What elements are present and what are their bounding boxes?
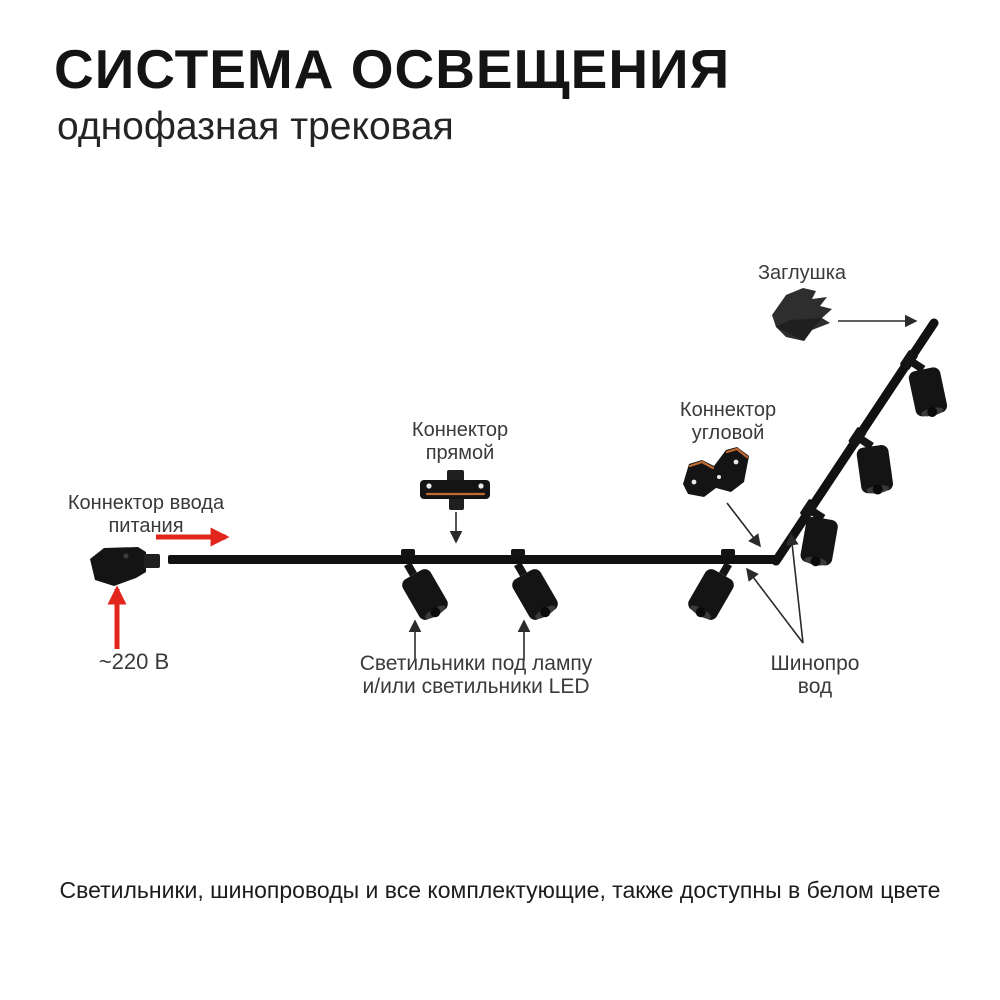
label-busbar: Шинопро вод — [770, 652, 860, 698]
page-title: СИСТЕМА ОСВЕЩЕНИЯ — [54, 38, 731, 100]
label-corner-connector: Коннектор угловой — [679, 399, 777, 444]
arrow-busbar-horizontal — [746, 567, 804, 644]
spotlight-5 — [848, 427, 894, 495]
spotlight-6 — [800, 499, 838, 567]
label-endcap-text: Заглушка — [757, 262, 847, 284]
page-subtitle: однофазная трековая — [57, 105, 454, 148]
corner-connector — [683, 447, 749, 497]
end-cap — [772, 288, 832, 341]
power-input-connector — [90, 547, 160, 586]
label-voltage: ~220 В — [98, 649, 170, 674]
label-straight-connector: Коннектор прямой — [411, 419, 509, 464]
spotlight-2 — [511, 549, 558, 620]
arrow-corner-connector — [726, 502, 761, 548]
track-horizontal — [168, 555, 778, 564]
label-power-connector: Коннектор ввода питания — [67, 492, 225, 537]
spotlight-3 — [688, 549, 735, 620]
label-lights: Светильники под лампу и/или светильники … — [359, 652, 593, 698]
arrow-busbar-diagonal — [785, 532, 804, 644]
footer-note: Светильники, шинопроводы и все комплекту… — [59, 877, 941, 903]
straight-connector — [420, 470, 490, 510]
label-endcap: Заглушка — [758, 262, 846, 285]
spotlight-1 — [401, 549, 448, 620]
spotlight-4 — [900, 350, 948, 417]
